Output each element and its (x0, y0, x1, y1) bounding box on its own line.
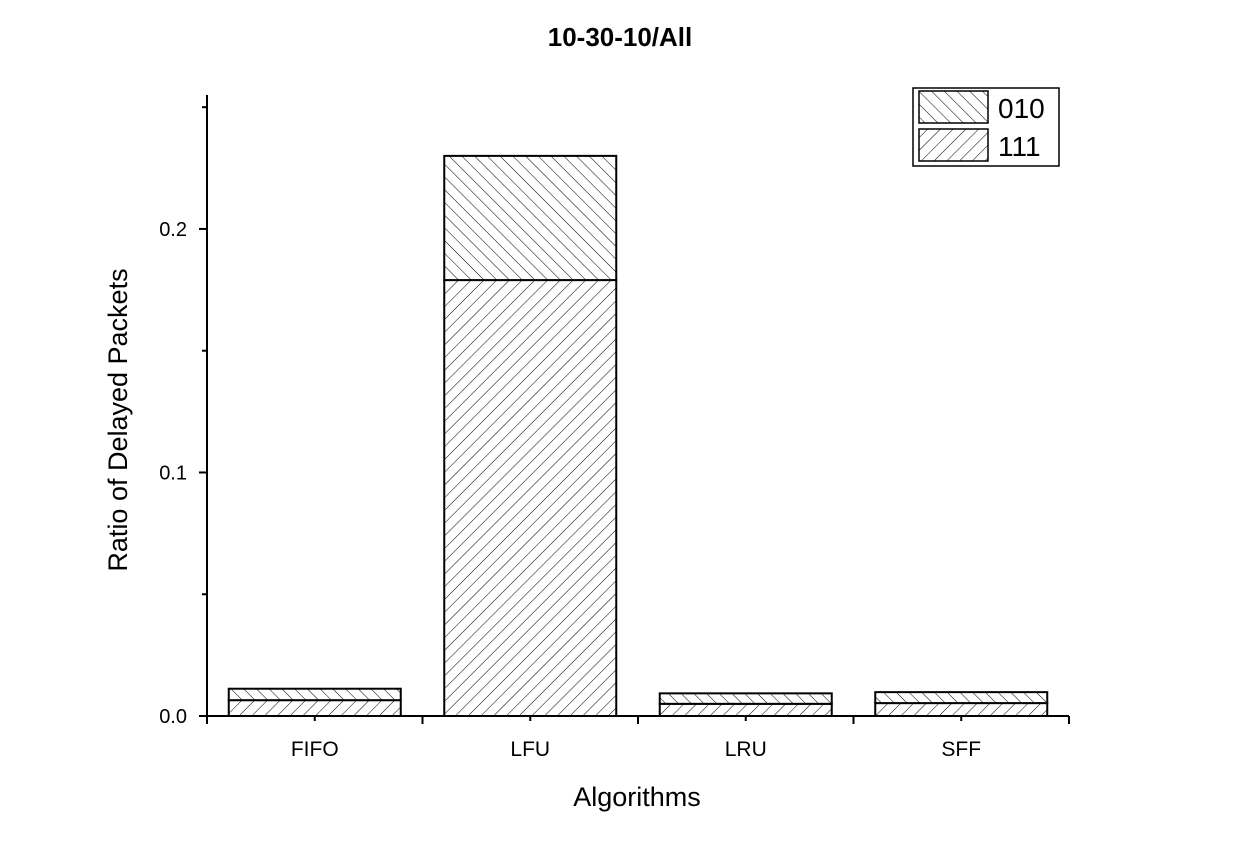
y-axis-label: Ratio of Delayed Packets (103, 268, 133, 571)
x-tick-label: LFU (510, 738, 550, 761)
x-tick-label: FIFO (291, 738, 339, 761)
legend-swatch-010 (918, 90, 989, 124)
y-tick-label: 0.1 (159, 462, 187, 484)
bar-fifo-series-010 (227, 687, 402, 702)
axes-group: 0.0 0.1 0.2 FIFO LFU LRU SFF Algorithms Ratio of… (103, 95, 1070, 812)
y-tick-label: 0.2 (159, 219, 187, 241)
y-tick-label: 0.0 (159, 706, 187, 728)
bars-group (227, 154, 1049, 718)
bar-sff-series-010 (874, 691, 1049, 705)
legend-label-111: 111 (998, 131, 1041, 162)
x-tick-label: SFF (941, 738, 981, 761)
bar-lfu-series-010 (443, 154, 618, 282)
bar-lru-series-111 (658, 702, 833, 718)
bar-sff-series-111 (874, 702, 1049, 718)
x-tick-label: LRU (725, 738, 767, 761)
legend-label-010: 010 (998, 93, 1045, 124)
bar-lfu-series-111 (443, 279, 618, 717)
chart-title: 10-30-10/All (547, 22, 693, 52)
bar-fifo-series-111 (227, 699, 402, 718)
legend-swatch-111 (918, 128, 989, 162)
x-axis-label: Algorithms (573, 782, 701, 812)
bar-lru-series-010 (658, 692, 833, 705)
